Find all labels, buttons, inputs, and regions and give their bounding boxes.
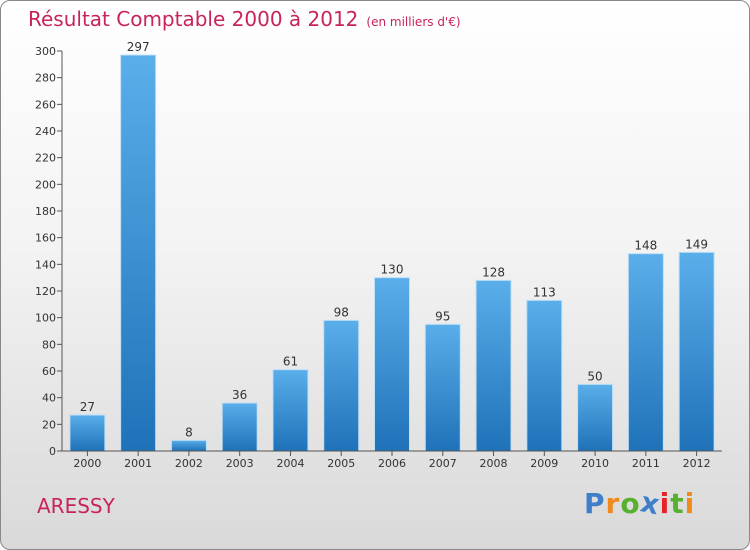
data-label-2006: 130 xyxy=(381,263,404,277)
logo-letter: P xyxy=(584,487,606,520)
y-tick-label: 80 xyxy=(42,338,56,351)
bar-2001[interactable] xyxy=(120,54,157,452)
y-tick-label: 0 xyxy=(49,445,56,458)
x-tick-label-2007: 2007 xyxy=(429,457,457,470)
y-tick-label: 100 xyxy=(35,312,56,325)
bar-2007[interactable] xyxy=(424,323,461,452)
x-tick-label-2005: 2005 xyxy=(327,457,355,470)
logo-letter: i xyxy=(684,487,696,520)
y-axis: 0 20 40 60 80 100 120 140 160 180 200 220 240 260 280 3… xyxy=(35,45,63,458)
y-tick-label: 20 xyxy=(42,418,56,431)
x-tick-label-2011: 2011 xyxy=(632,457,660,470)
logo-letter: i xyxy=(659,487,671,520)
x-tick-label-2003: 2003 xyxy=(226,457,254,470)
x-tick-label-2010: 2010 xyxy=(581,457,609,470)
y-tick-label: 60 xyxy=(42,365,56,378)
y-tick-label: 200 xyxy=(35,178,56,191)
bar-2002[interactable] xyxy=(170,439,207,452)
data-label-2009: 113 xyxy=(533,285,556,299)
x-axis: 2000 2001 2002 2003 2004 2005 2006 2007 2008 2009… xyxy=(62,450,722,470)
y-tick-label: 220 xyxy=(35,152,56,165)
data-label-2012: 149 xyxy=(685,237,708,251)
chart-title: Résultat Comptable 2000 à 2012 (en millie… xyxy=(28,7,461,31)
y-tick-label: 120 xyxy=(35,285,56,298)
x-tick-label-2006: 2006 xyxy=(378,457,406,470)
bar-2006[interactable] xyxy=(374,277,410,452)
logo-letter: r xyxy=(605,487,621,520)
title-unit: (en milliers d'€) xyxy=(366,15,461,29)
bar-2005[interactable] xyxy=(323,319,360,452)
x-tick-label-2000: 2000 xyxy=(73,457,101,470)
data-label-2003: 36 xyxy=(232,388,247,402)
data-label-2007: 95 xyxy=(435,309,450,323)
y-tick-label: 180 xyxy=(35,205,56,218)
bar-2000[interactable] xyxy=(69,414,106,452)
data-label-2000: 27 xyxy=(80,400,95,414)
data-label-2008: 128 xyxy=(482,265,505,279)
logo-letter: o xyxy=(620,487,641,520)
bars: 27 297 8 36 61 98 130 95 128 113 50 148 149 xyxy=(69,40,715,452)
y-tick-label: 160 xyxy=(35,232,56,245)
x-tick-label-2008: 2008 xyxy=(480,457,508,470)
y-tick-label: 300 xyxy=(35,45,56,58)
data-label-2002: 8 xyxy=(185,425,193,439)
data-label-2011: 148 xyxy=(634,239,657,253)
data-label-2004: 61 xyxy=(283,355,298,369)
bar-2003[interactable] xyxy=(221,402,258,452)
location-label: ARESSY xyxy=(37,494,115,518)
data-label-2001: 297 xyxy=(127,40,150,54)
x-tick-label-2002: 2002 xyxy=(175,457,203,470)
proxiti-logo[interactable]: Proxiti xyxy=(584,485,696,521)
y-tick-label: 240 xyxy=(35,125,56,138)
data-label-2005: 98 xyxy=(334,305,349,319)
bar-2009[interactable] xyxy=(526,299,563,452)
y-tick-label: 40 xyxy=(42,392,56,405)
bar-2012[interactable] xyxy=(678,251,715,452)
x-tick-label-2001: 2001 xyxy=(124,457,152,470)
bar-2010[interactable] xyxy=(577,383,614,452)
bar-2011[interactable] xyxy=(627,253,664,452)
x-tick-label-2004: 2004 xyxy=(276,457,304,470)
y-tick-label: 280 xyxy=(35,72,56,85)
y-tick-label: 140 xyxy=(35,258,56,271)
x-tick-label-2009: 2009 xyxy=(530,457,558,470)
title-text: Résultat Comptable 2000 à 2012 xyxy=(28,7,359,31)
y-tick-label: 260 xyxy=(35,98,56,111)
bar-2008[interactable] xyxy=(475,279,512,452)
logo-letter: t xyxy=(670,487,685,520)
data-label-2010: 50 xyxy=(587,369,602,383)
bar-2004[interactable] xyxy=(272,369,309,452)
x-tick-label-2012: 2012 xyxy=(683,457,711,470)
